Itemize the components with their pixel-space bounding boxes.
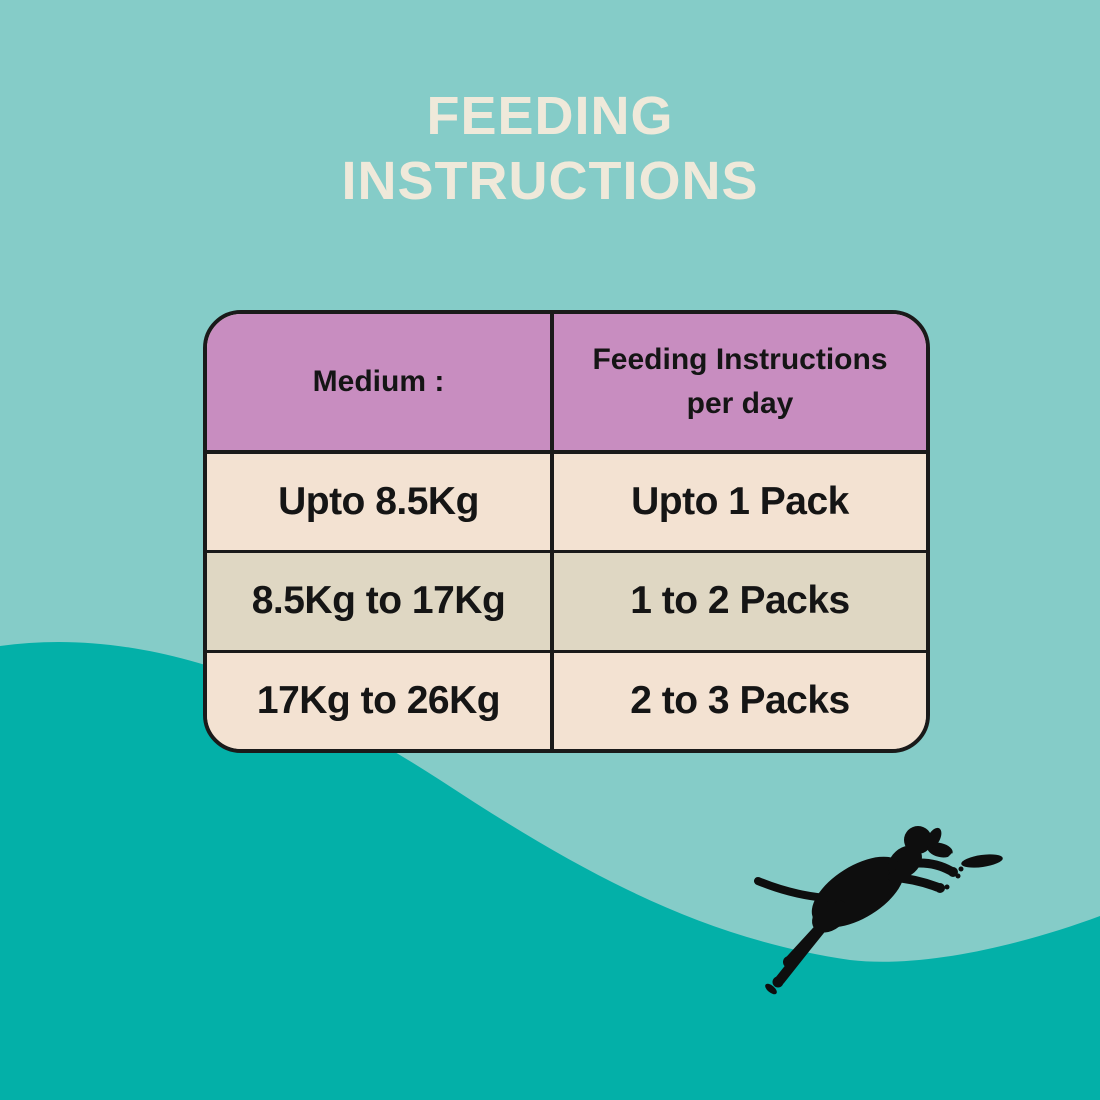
packs-cell: Upto 1 Pack — [631, 480, 849, 524]
header-cell-medium: Medium : — [207, 314, 554, 450]
weight-cell: Upto 8.5Kg — [207, 454, 554, 551]
table-row: 8.5Kg to 17Kg 1 to 2 Packs — [207, 553, 926, 653]
table-row: 17Kg to 26Kg 2 to 3 Packs — [207, 652, 926, 749]
header-cell-feeding: Feeding Instructions per day — [554, 314, 926, 450]
table-row: Upto 8.5Kg Upto 1 Pack — [207, 454, 926, 554]
packs-cell: 1 to 2 Packs — [630, 579, 850, 623]
feeding-table: Medium : Feeding Instructions per day Up… — [203, 310, 930, 753]
jumping-dog-icon — [754, 826, 1003, 995]
feeding-label-line2: per day — [686, 387, 794, 420]
table-header-row: Medium : Feeding Instructions per day — [207, 314, 926, 454]
page-title-line1: FEEDING — [426, 86, 674, 146]
feeding-label-line1: Feeding Instructions — [592, 343, 888, 376]
frisbee-icon — [961, 854, 1003, 868]
weight-cell: 17Kg to 26Kg — [207, 652, 554, 749]
page-title: FEEDING INSTRUCTIONS — [0, 84, 1100, 214]
packs-cell: 2 to 3 Packs — [630, 678, 850, 722]
weight-cell: 8.5Kg to 17Kg — [207, 553, 554, 650]
medium-label: Medium : — [312, 365, 445, 398]
page-title-line2: INSTRUCTIONS — [341, 151, 759, 211]
